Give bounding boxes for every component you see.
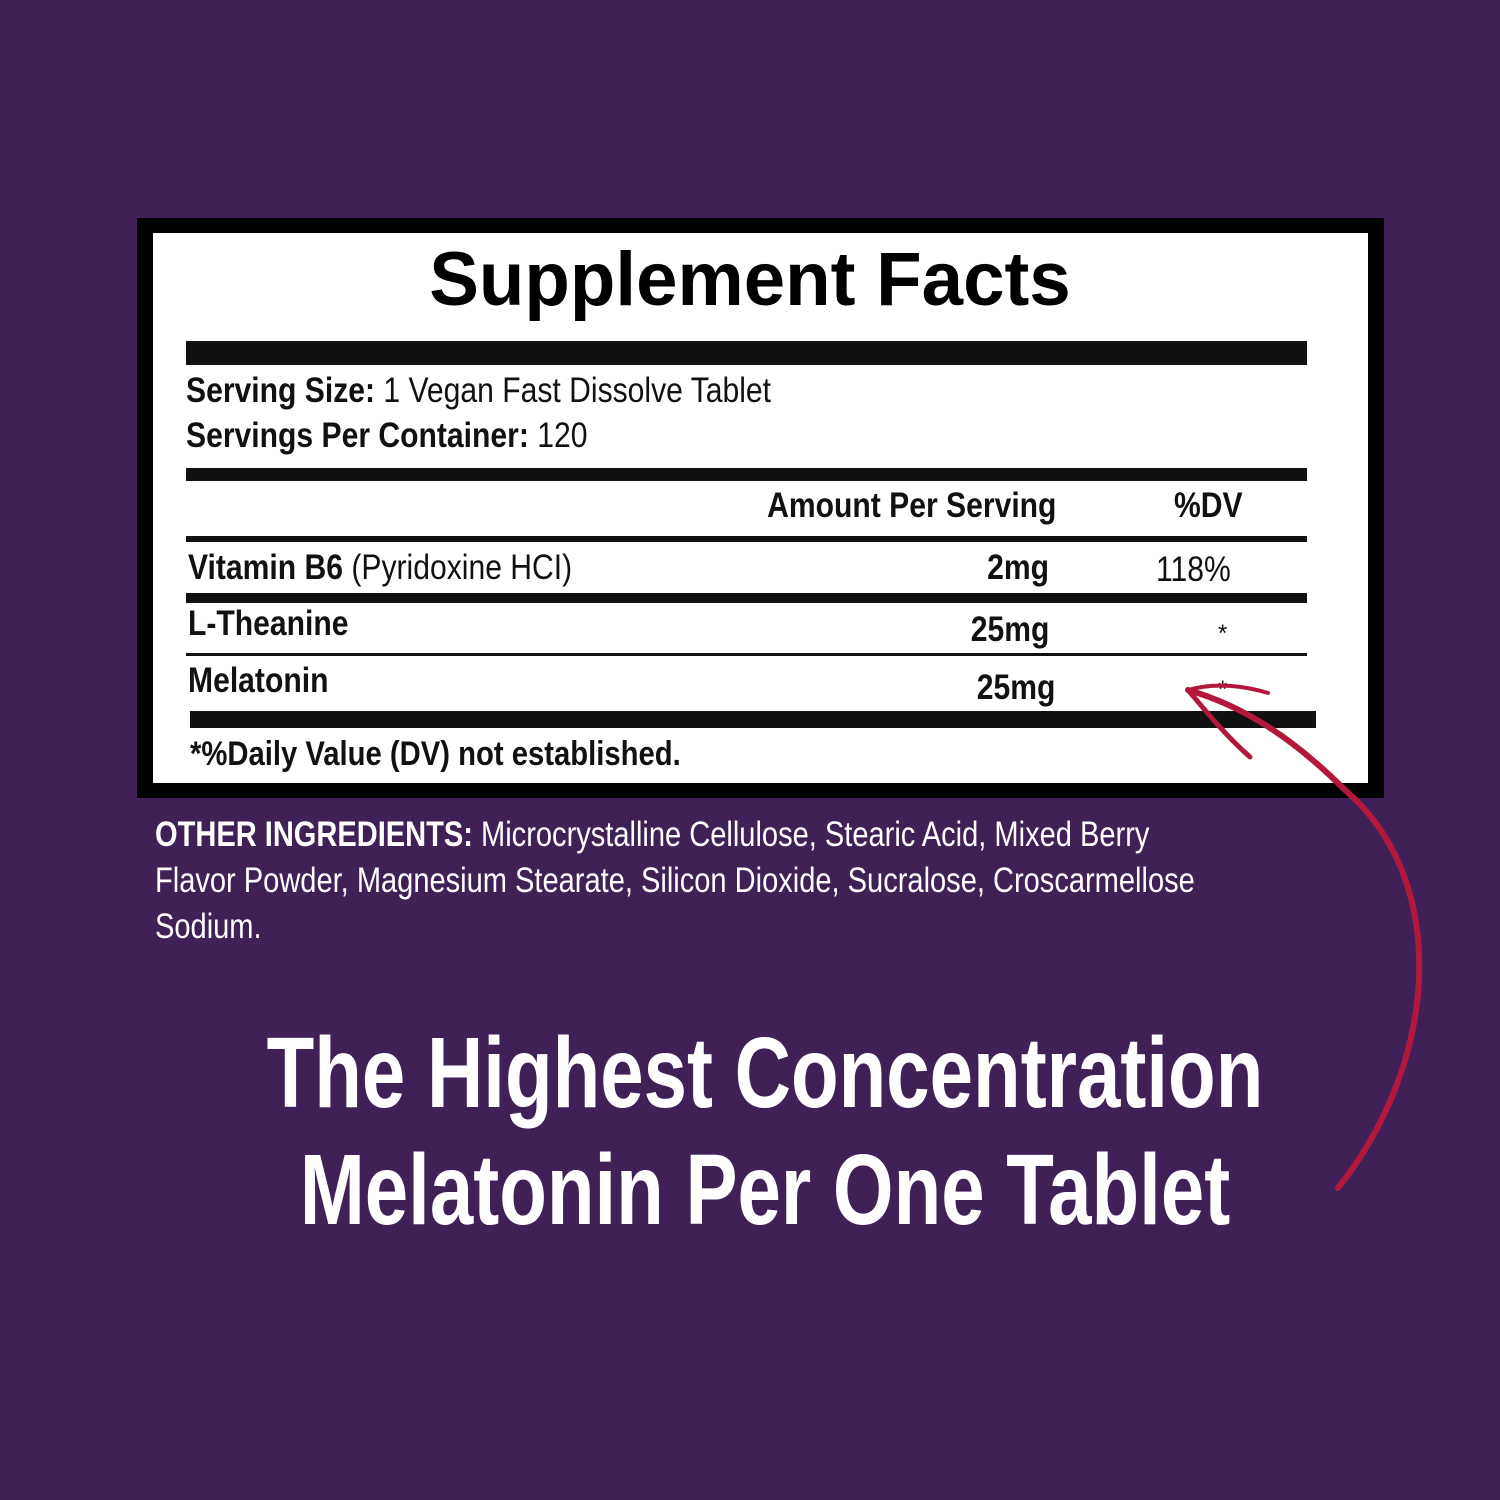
ingredients-text: Flavor Powder, Magnesium Stearate, Silic…: [155, 861, 1195, 900]
ingredients-text: Microcrystalline Cellulose, Stearic Acid…: [481, 815, 1150, 854]
other-ingredients-line: OTHER INGREDIENTS: Microcrystalline Cell…: [155, 815, 1149, 855]
other-ingredients-label: OTHER INGREDIENTS:: [155, 815, 473, 854]
footnote: *%Daily Value (DV) not established.: [190, 735, 681, 773]
row-name: Vitamin B6 (Pyridoxine HCI): [188, 548, 572, 588]
servings-label: Servings Per Container:: [186, 416, 529, 455]
nutrient-amount: 25mg: [976, 668, 1055, 707]
nutrient-name: Melatonin: [188, 661, 329, 700]
divider-thick: [186, 341, 1307, 365]
nutrient-dv: *: [1218, 620, 1228, 647]
servings-value: 120: [537, 416, 588, 455]
divider: [186, 536, 1307, 542]
col-amount-header: Amount Per Serving: [766, 486, 1056, 525]
serving-size-value: 1 Vegan Fast Dissolve Tablet: [383, 371, 772, 410]
divider-medium: [186, 468, 1307, 481]
divider-thick: [190, 711, 1316, 728]
facts-panel: [153, 233, 1368, 783]
nutrient-dv: 118%: [1156, 550, 1231, 589]
serving-size-label: Serving Size:: [186, 371, 376, 410]
col-dv-header: %DV: [1174, 486, 1243, 525]
nutrient-detail: (Pyridoxine HCI): [351, 548, 573, 587]
nutrient-amount: 2mg: [987, 548, 1049, 587]
serving-size: Serving Size: 1 Vegan Fast Dissolve Tabl…: [186, 371, 771, 411]
nutrient-dv: *: [1218, 676, 1228, 703]
nutrient-amount: 25mg: [970, 610, 1049, 649]
divider: [186, 593, 1307, 603]
headline-line-1: The Highest Concentration: [266, 1017, 1264, 1129]
nutrient-name: L-Theanine: [188, 604, 349, 643]
ingredients-text: Sodium.: [155, 907, 262, 946]
divider-thin: [186, 653, 1307, 656]
headline-line-2: Melatonin Per One Tablet: [299, 1134, 1231, 1246]
nutrient-name: Vitamin B6: [188, 548, 344, 587]
servings-per-container: Servings Per Container: 120: [186, 416, 588, 456]
facts-title: Supplement Facts: [429, 237, 1071, 322]
